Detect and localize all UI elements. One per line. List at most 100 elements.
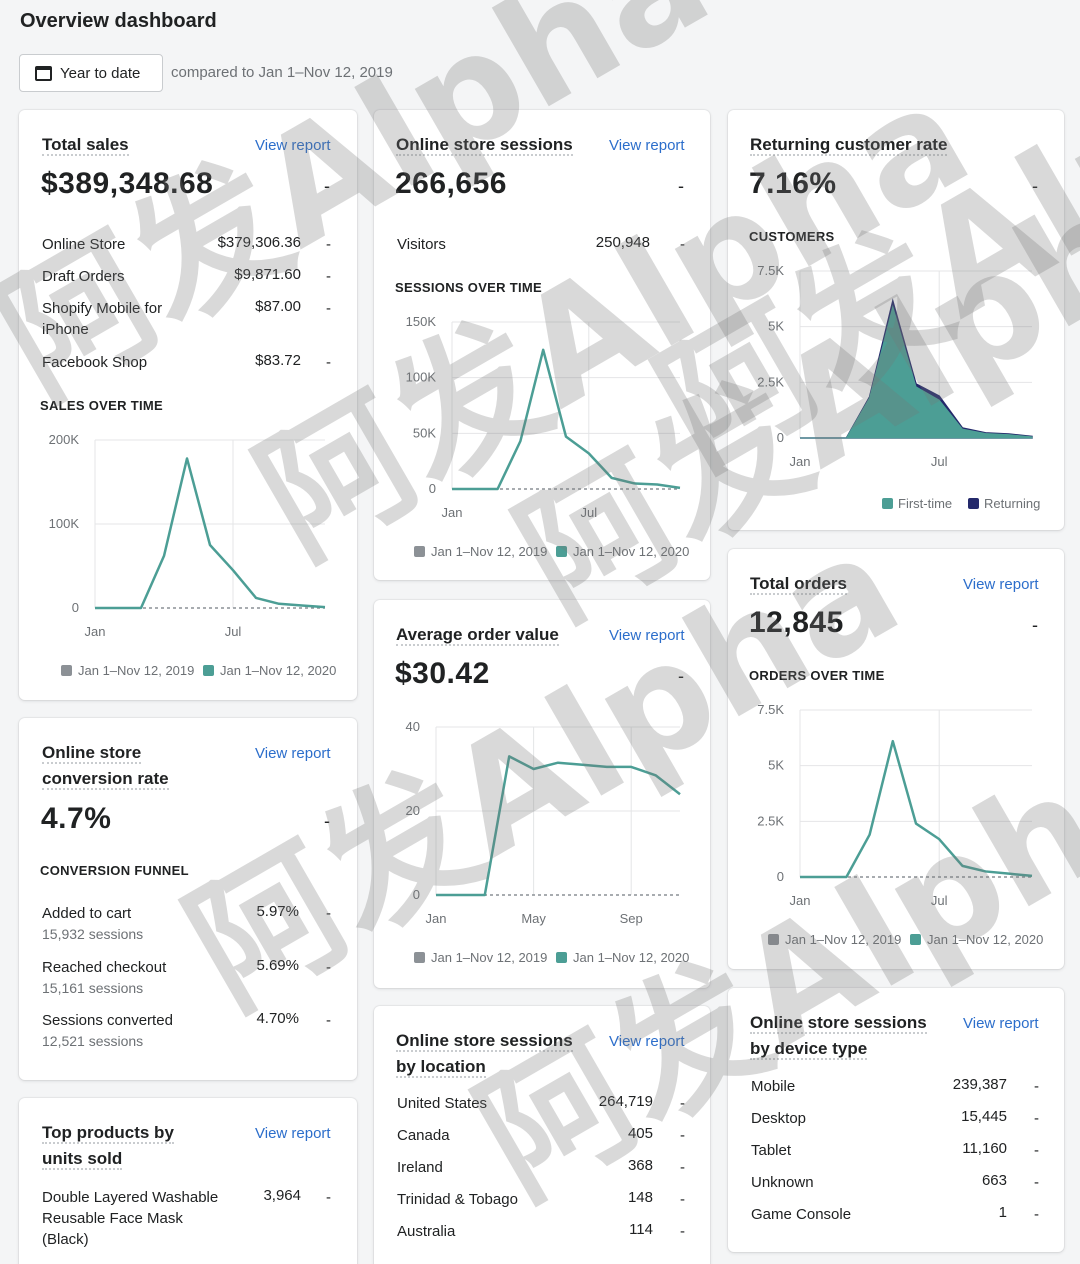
list-item-value: 405 (627, 1125, 653, 1142)
y-tick-label: 5K (768, 319, 784, 334)
y-tick-label: 0 (72, 600, 79, 615)
orders-over-time-chart: 7.5K 5K 2.5K 0 Jan Jul Jan 1–Nov 12, 2019 Jan 1… (757, 702, 1043, 947)
legend-label: Jan 1–Nov 12, 2020 (927, 932, 1043, 947)
funnel-title: CONVERSION FUNNEL (40, 863, 189, 878)
legend-swatch (414, 546, 425, 557)
list-item-value: 264,719 (598, 1093, 653, 1110)
y-tick-label: 0 (777, 430, 784, 445)
card-title[interactable]: Online store sessions (396, 135, 573, 156)
page-title: Overview dashboard (20, 10, 217, 32)
change-indicator: - (324, 811, 330, 831)
x-tick-label: Jan (790, 454, 811, 469)
list-item-value: 239,387 (952, 1076, 1007, 1093)
compare-text: compared to Jan 1–Nov 12, 2019 (171, 64, 393, 81)
list-item-label: Trinidad & Tobago (397, 1191, 518, 1208)
y-tick-label: 0 (777, 869, 784, 884)
list-item-value: 11,160 (962, 1140, 1007, 1157)
row-dash: - (680, 1095, 685, 1112)
card-title[interactable]: Returning customer rate (750, 135, 948, 156)
row-dash: - (326, 1189, 331, 1206)
series-line-2020 (452, 348, 681, 491)
card-title[interactable]: Online store sessions by location (396, 1031, 573, 1078)
view-report-link[interactable]: View report (609, 627, 685, 644)
row-dash: - (680, 236, 685, 253)
change-indicator: - (678, 176, 684, 196)
total-sales-card: Total sales View report $389,348.68 - On… (19, 110, 357, 700)
y-tick-label: 40 (406, 719, 420, 734)
view-report-link[interactable]: View report (609, 137, 685, 154)
legend-swatch (556, 546, 567, 557)
total-sales-value: $389,348.68 (41, 167, 214, 200)
list-item-value: 1 (998, 1204, 1007, 1221)
row-dash: - (1034, 1142, 1039, 1159)
card-title[interactable]: Average order value (396, 625, 559, 646)
row-value: 250,948 (595, 234, 650, 251)
view-report-link[interactable]: View report (255, 1125, 331, 1142)
y-tick-label: 0 (429, 481, 436, 496)
view-report-link[interactable]: View report (963, 1015, 1039, 1032)
legend-label: Jan 1–Nov 12, 2020 (573, 544, 689, 559)
legend-swatch (768, 934, 779, 945)
row-label: Shopify Mobile for iPhone (42, 300, 163, 338)
sessions-over-time-chart: 150K 100K 50K 0 Jan Jul Jan 1–Nov 12, 2019 Jan … (406, 314, 690, 559)
card-title[interactable]: Top products by units sold (42, 1123, 174, 1170)
funnel-step-sessions: 15,932 sessions (42, 926, 144, 942)
x-tick-label: Jan (790, 893, 811, 908)
row-dash: - (326, 905, 331, 922)
y-tick-label: 0 (413, 887, 420, 902)
row-dash: - (326, 1012, 331, 1029)
chart-title: CUSTOMERS (749, 229, 835, 244)
series-area-first-time (800, 304, 1033, 439)
y-tick-label: 20 (406, 803, 420, 818)
chart-title: SALES OVER TIME (40, 398, 163, 413)
funnel-step-value: 5.97% (256, 903, 299, 920)
funnel-step-value: 4.70% (256, 1010, 299, 1027)
list-item-label: Game Console (751, 1206, 852, 1223)
funnel-step-sessions: 12,521 sessions (42, 1033, 144, 1049)
row-dash: - (326, 268, 331, 285)
aov-chart: 40 20 0 Jan May Sep Jan 1–Nov 12, 2019 Jan 1–No… (406, 719, 690, 965)
card-title[interactable]: Online store conversion rate (42, 743, 169, 790)
card-title[interactable]: Total orders (750, 574, 847, 595)
series-line-2020 (800, 739, 1033, 879)
list-item-label: Australia (397, 1223, 456, 1240)
product-name[interactable]: Double Layered Washable Reusable Face Ma… (42, 1189, 219, 1248)
customers-chart: 7.5K 5K 2.5K 0 Jan Jul First-time Returning (757, 263, 1040, 511)
change-indicator: - (678, 666, 684, 686)
legend-swatch (910, 934, 921, 945)
date-range-button[interactable]: Year to date (19, 54, 163, 92)
row-value: $87.00 (255, 298, 301, 315)
sessions-value: 266,656 (395, 167, 507, 200)
sales-over-time-chart: 200K 100K 0 Jan Jul Jan 1–Nov 12, 2019 Jan 1–N… (49, 432, 337, 678)
view-report-link[interactable]: View report (963, 576, 1039, 593)
y-tick-label: 7.5K (757, 263, 784, 278)
legend-swatch (414, 952, 425, 963)
total-orders-value: 12,845 (749, 606, 844, 639)
list-item-value: 114 (629, 1221, 653, 1238)
row-dash: - (326, 236, 331, 253)
row-dash: - (326, 959, 331, 976)
chart-title: ORDERS OVER TIME (749, 668, 885, 683)
legend-label: Jan 1–Nov 12, 2020 (573, 950, 689, 965)
y-tick-label: 200K (49, 432, 80, 447)
y-tick-label: 5K (768, 758, 784, 773)
change-indicator: - (1032, 615, 1038, 635)
row-dash: - (680, 1191, 685, 1208)
view-report-link[interactable]: View report (255, 137, 331, 154)
card-title[interactable]: Total sales (42, 135, 129, 156)
view-report-link[interactable]: View report (609, 1033, 685, 1050)
x-tick-label: Jul (931, 454, 948, 469)
average-order-value-card: Average order value View report $30.42 -… (374, 600, 710, 988)
row-dash: - (680, 1223, 685, 1240)
sessions-card: Online store sessions View report 266,65… (374, 110, 710, 580)
row-dash: - (326, 354, 331, 371)
y-tick-label: 100K (406, 370, 437, 385)
list-item-value: 15,445 (961, 1108, 1007, 1125)
list-item-label: Canada (397, 1127, 450, 1144)
card-title[interactable]: Online store sessions by device type (750, 1013, 927, 1060)
sessions-by-device-card: Online store sessions by device type View… (728, 988, 1064, 1252)
view-report-link[interactable]: View report (255, 745, 331, 762)
legend-swatch (968, 498, 979, 509)
row-label: Facebook Shop (42, 354, 148, 371)
row-value: $9,871.60 (234, 266, 301, 283)
